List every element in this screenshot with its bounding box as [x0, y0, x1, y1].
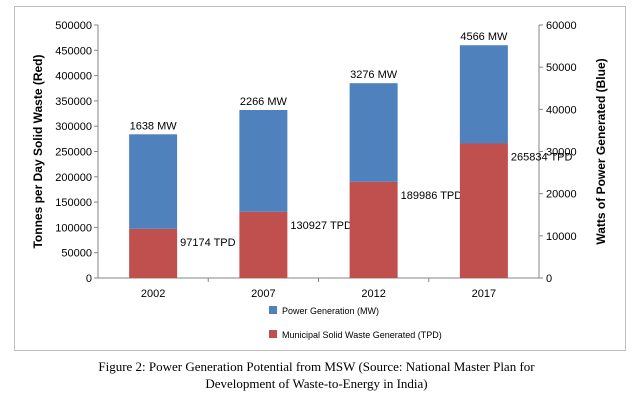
right-tick-label: 30000 [546, 147, 577, 159]
left-tick-label: 500000 [55, 20, 92, 32]
power-data-label: 3276 MW [350, 69, 398, 81]
msw-data-label: 265834 TPD [511, 151, 573, 163]
msw-data-label: 189986 TPD [401, 190, 463, 202]
right-tick-label: 0 [546, 273, 552, 285]
left-tick-label: 150000 [55, 197, 92, 209]
right-tick-label: 60000 [546, 20, 577, 32]
power-bar [459, 45, 508, 144]
left-tick-label: 450000 [55, 45, 92, 57]
x-category-label: 2007 [251, 288, 275, 300]
right-tick-label: 50000 [546, 62, 577, 74]
x-category-label: 2017 [472, 288, 496, 300]
msw-bar [239, 211, 288, 278]
right-tick-label: 10000 [546, 231, 577, 243]
msw-data-label: 130927 TPD [290, 220, 352, 232]
right-tick-label: 40000 [546, 104, 577, 116]
left-tick-label: 300000 [55, 121, 92, 133]
figure-caption: Figure 2: Power Generation Potential fro… [0, 358, 633, 392]
msw-bar [129, 228, 178, 278]
legend-label-msw: Municipal Solid Waste Generated (TPD) [282, 330, 442, 340]
legend-swatch-power [269, 306, 277, 314]
caption-line-1: Figure 2: Power Generation Potential fro… [98, 359, 535, 374]
left-tick-label: 350000 [55, 96, 92, 108]
left-tick-label: 50000 [61, 248, 92, 260]
power-data-label: 2266 MW [240, 96, 288, 108]
power-bar [239, 110, 288, 212]
left-tick-label: 400000 [55, 71, 92, 83]
power-data-label: 1638 MW [130, 120, 178, 132]
power-data-label: 4566 MW [460, 31, 508, 43]
msw-bar [349, 181, 398, 278]
x-category-label: 2012 [361, 288, 385, 300]
chart-frame: 0 50000 100000 150000 200000 250000 300000 3500… [14, 6, 626, 351]
msw-data-label: 97174 TPD [180, 237, 236, 249]
left-tick-label: 250000 [55, 147, 92, 159]
chart-svg: 0500001000001500002000002500003000003500… [31, 20, 608, 340]
left-tick-label: 200000 [55, 172, 92, 184]
x-category-label: 2002 [141, 288, 165, 300]
msw-bar [459, 143, 508, 278]
right-tick-label: 20000 [546, 189, 577, 201]
left-tick-label: 0 [86, 273, 92, 285]
power-bar [129, 134, 178, 229]
caption-line-2: Development of Waste-to-Energy in India) [205, 376, 428, 391]
power-bar [349, 83, 398, 182]
left-tick-label: 100000 [55, 222, 92, 234]
right-axis-title: Watts of Power Generated (Blue) [594, 58, 608, 244]
legend-label-power: Power Generation (MW) [282, 306, 379, 316]
left-axis-title: Tonnes per Day Solid Waste (Red) [31, 54, 45, 248]
legend-swatch-msw [269, 330, 277, 338]
